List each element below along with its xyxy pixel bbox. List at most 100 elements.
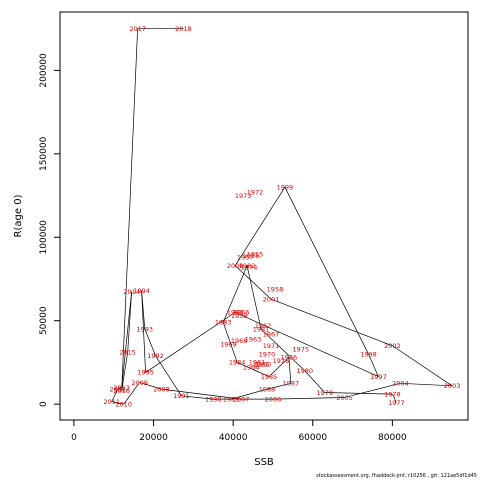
point-label-1989: 1989: [223, 395, 240, 403]
series-segment: [181, 395, 214, 400]
series-segment: [272, 397, 345, 400]
point-label-1987: 1987: [283, 380, 300, 388]
series-segment: [222, 265, 248, 323]
point-label-2005: 2005: [336, 394, 353, 402]
series-line-layer: [111, 28, 453, 405]
point-label-1975: 1975: [293, 345, 310, 353]
series-segment: [246, 265, 262, 330]
series-segment: [260, 328, 306, 372]
x-tick-label: 40000: [219, 433, 248, 443]
footer-credit: stockassessment.org, fhaddock-jmf, r1025…: [316, 473, 477, 479]
point-label-2006: 2006: [265, 395, 282, 403]
series-segment: [121, 28, 138, 391]
series-segment: [145, 312, 236, 373]
point-label-1982: 1982: [239, 262, 256, 270]
point-label-2000: 2000: [227, 262, 244, 270]
series-segment: [400, 382, 453, 387]
series-segment: [139, 382, 162, 390]
series-segment: [392, 345, 453, 387]
point-label-1990: 1990: [205, 395, 222, 403]
series-segment: [344, 382, 401, 398]
point-label-1970: 1970: [259, 350, 276, 358]
point-label-1981: 1981: [253, 325, 270, 333]
y-tick-label: 0: [39, 401, 49, 407]
point-label-1988: 1988: [259, 385, 276, 393]
point-label-1961: 1961: [249, 359, 266, 367]
series-segment: [234, 265, 272, 300]
point-label-2018: 2018: [175, 25, 192, 33]
point-label-1969: 1969: [220, 340, 237, 348]
series-segment: [161, 388, 242, 400]
x-tick-label: 60000: [298, 433, 327, 443]
point-label-1966: 1966: [233, 309, 250, 317]
plot-frame: [59, 11, 469, 421]
series-segment: [121, 352, 129, 391]
point-label-2003: 2003: [444, 382, 461, 390]
point-label-1967: 1967: [263, 330, 280, 338]
point-label-1973: 1973: [235, 192, 252, 200]
series-segment: [270, 298, 393, 347]
point-label-1956: 1956: [243, 252, 260, 260]
x-tick-label: 80000: [378, 433, 407, 443]
point-label-1995: 1995: [137, 369, 154, 377]
y-tick-label: 200000: [39, 53, 49, 88]
series-segment: [368, 353, 379, 377]
x-tick-label: 20000: [139, 433, 168, 443]
point-label-2009: 2009: [131, 379, 148, 387]
axis-layer: 0 20000 40000 60000 80000 0 50000 100000 150000 2…: [39, 53, 407, 443]
series-segment: [324, 392, 393, 395]
series-segment: [127, 291, 132, 353]
point-label-1985: 1985: [261, 373, 278, 381]
series-segment: [288, 357, 292, 384]
point-label-1994: 1994: [133, 287, 150, 295]
point-label-2017: 2017: [129, 25, 146, 33]
point-label-1983: 1983: [215, 319, 232, 327]
point-label-2004: 2004: [392, 380, 409, 388]
point-label-1965: 1965: [253, 361, 270, 369]
series-segment: [123, 382, 140, 405]
y-tick-label: 100000: [39, 220, 49, 255]
point-label-2001: 2001: [263, 295, 280, 303]
point-label-1999: 1999: [277, 184, 294, 192]
point-label-1991: 1991: [173, 392, 190, 400]
point-label-2002: 2002: [384, 342, 401, 350]
point-label-1963: 1963: [245, 335, 262, 343]
point-label-1997: 1997: [370, 373, 387, 381]
series-segment: [222, 322, 238, 363]
point-label-2013: 2013: [113, 384, 130, 392]
y-axis-title: R(age 0): [13, 194, 24, 237]
point-label-1980: 1980: [297, 367, 314, 375]
point-label-1993: 1993: [137, 325, 154, 333]
point-label-1957: 1957: [237, 254, 254, 262]
point-label-1974: 1974: [241, 264, 258, 272]
point-label-1998: 1998: [360, 350, 377, 358]
point-label-1968: 1968: [231, 337, 248, 345]
point-label-1986: 1986: [281, 354, 298, 362]
point-label-1972: 1972: [247, 189, 264, 197]
series-segment: [392, 393, 397, 403]
series-segment: [304, 370, 325, 393]
series-segment: [111, 401, 124, 405]
point-label-1979: 1979: [316, 389, 333, 397]
point-label-1958: 1958: [267, 285, 284, 293]
point-label-1976: 1976: [273, 357, 290, 365]
point-label-2016: 2016: [113, 387, 130, 395]
series-segment: [268, 357, 290, 377]
series-segment: [141, 290, 146, 373]
point-label-2010: 2010: [115, 400, 132, 408]
point-label-1960: 1960: [255, 360, 272, 368]
point-label-1959: 1959: [231, 312, 248, 320]
series-segment: [144, 328, 156, 356]
point-label-2011: 2011: [103, 398, 120, 406]
point-label-1977: 1977: [388, 399, 405, 407]
series-segment: [121, 291, 132, 388]
y-tick-label: 150000: [39, 136, 49, 171]
series-segment: [231, 388, 268, 400]
point-label-1964: 1964: [243, 364, 260, 372]
series-segment: [234, 312, 379, 377]
point-label-1978: 1978: [384, 390, 401, 398]
